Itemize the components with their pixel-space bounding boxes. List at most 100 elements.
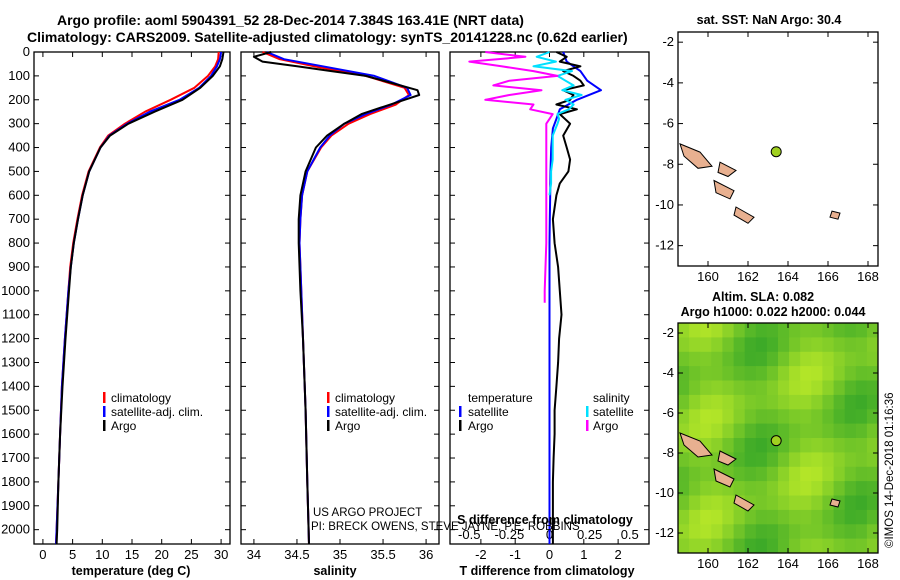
lat-tick-label: -4 [662,365,674,380]
depth-tick-label: 1700 [1,450,30,465]
sla-cell [678,509,690,525]
sla-cell [844,538,857,554]
sla-cell [678,409,690,425]
x-tick-label: 2 [615,547,622,562]
temperature-plot: 0 5 10 15 20 25 30 [34,51,230,562]
depth-tick-label: 1200 [1,331,30,346]
sla-cell [766,423,779,439]
sla-cell [833,481,846,496]
sla-cell [689,481,701,496]
sla-cell [811,438,823,453]
sla-cell [711,495,723,511]
sla-cell [766,509,779,525]
sla-cell [800,509,812,525]
lat-tick-label: -6 [662,116,674,131]
sla-cell [855,524,868,540]
legend-swatch-climatology [103,392,106,403]
sla-cell [855,337,868,353]
sla-cell [778,423,790,439]
sla-cell [811,524,823,540]
legend-label-climatology: climatology [335,391,395,405]
lat-tick-label: -2 [662,325,674,340]
sla-cell [766,323,779,338]
sla-cell [711,380,723,396]
sla-cell [722,438,734,453]
sla-cell [811,380,823,396]
series-line-temperature-satellite [548,51,602,544]
sla-cell [811,409,823,425]
sla-cell [744,423,757,439]
sla-cell [700,423,712,439]
sla-cell [844,452,857,468]
sla-cell [755,323,768,338]
legend-label-satellite: satellite-adj. clim. [111,405,203,419]
legend-label-climatology: climatology [111,391,171,405]
sla-cell [789,337,801,353]
x-tick-label: 0 [39,547,46,562]
sla-cell [744,409,757,425]
sla-cell [833,366,846,381]
sla-cell [778,366,790,381]
sla-cell [811,366,823,381]
sla-cell [711,323,723,338]
sla-cell [711,337,723,353]
sla-cell [733,538,746,554]
sla-cell [766,380,779,396]
sla-cell [766,394,779,410]
sla-cell [844,351,857,367]
sla-cell [855,481,868,496]
sla-cell [844,366,857,381]
sla-cell [678,380,690,396]
sla-cell [833,466,846,482]
sla-cell [811,394,823,410]
sla-cell [678,524,690,540]
difference-legend: temperature satellite Argo salinity sate… [459,391,634,433]
sla-cell [733,323,746,338]
sla-cell [766,481,779,496]
sla-cell [722,394,734,410]
sla-cell [722,423,734,439]
sla-cell [822,366,834,381]
legend-swatch-temp-satellite [459,406,462,417]
x-tick-label: 20 [154,547,168,562]
imos-credit: ©IMOS 14-Dec-2018 01:16:36 [884,392,896,548]
depth-tick-label: 1000 [1,283,30,298]
sla-cell [822,323,834,338]
sla-cell [755,538,768,554]
sla-cell [722,351,734,367]
x2-tick-label: 0.25 [577,527,602,542]
series-line-argo [55,51,225,545]
sla-cell [733,351,746,367]
sla-cell [766,351,779,367]
x-tick-label: -2 [475,547,487,562]
sla-cell [789,394,801,410]
depth-tick-label: 300 [8,116,30,131]
sla-cell [711,438,723,453]
lon-tick-label: 162 [737,269,759,284]
sla-cell [833,452,846,468]
legend-label-sal-argo: Argo [593,419,619,433]
sla-cell [811,323,823,338]
sla-cell [855,366,868,381]
sla-cell [866,538,879,554]
x-tick-label: 5 [69,547,76,562]
sla-cell [700,524,712,540]
difference-plot: -2 -1 0 1 2-0.5 -0.25 0 0.25 0.5 [450,51,649,562]
sla-cell [711,351,723,367]
sst-map: -2 -4 -6 -8 -10 -12 160 162 164 166 168 [655,31,879,284]
lat-tick-label: -10 [655,485,674,500]
sla-cell [833,351,846,367]
sla-cell [844,481,857,496]
sla-cell [778,481,790,496]
depth-tick-label: 0 [23,44,30,59]
sla-cell [833,509,846,525]
sla-cell [789,351,801,367]
pi-credit: PI: BRECK OWENS, STEVE JAYNE, P.E. ROBBI… [311,521,580,533]
sla-cell [822,524,834,540]
sla-cell [733,524,746,540]
sla-cell [822,509,834,525]
sla-cell [755,351,768,367]
sla-cell [789,509,801,525]
lon-tick-label: 166 [817,269,839,284]
sla-cell [811,452,823,468]
